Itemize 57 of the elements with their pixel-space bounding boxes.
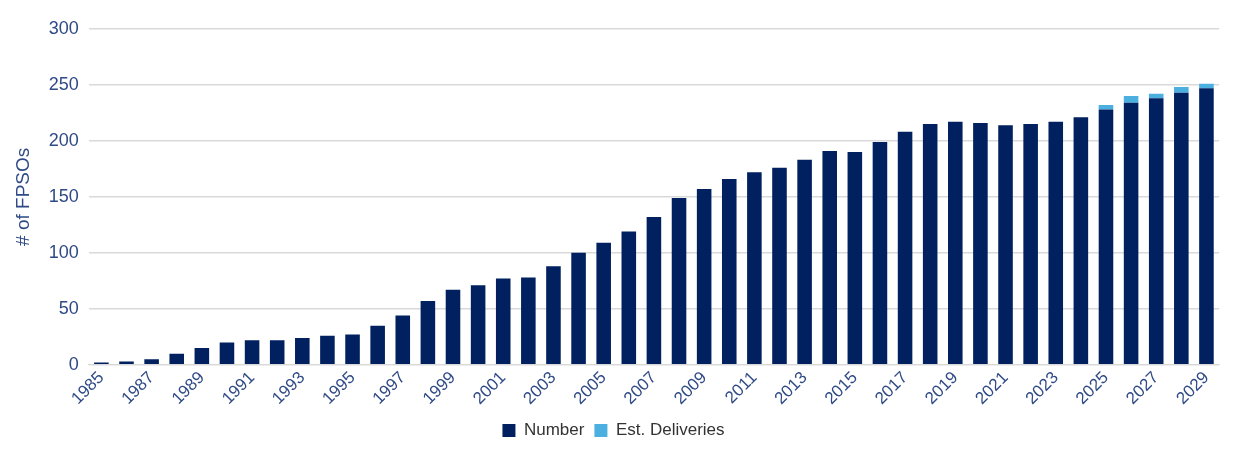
- bar: [445, 289, 461, 365]
- bar: [546, 266, 561, 365]
- bar: [521, 277, 536, 365]
- bar: [320, 335, 335, 365]
- y-axis-title: # of FPSOs: [11, 147, 33, 246]
- bar: [747, 172, 762, 365]
- bar: [822, 150, 837, 365]
- bar: [1199, 88, 1214, 365]
- bar: [1073, 117, 1089, 365]
- bar: [1174, 92, 1189, 365]
- bar: [169, 353, 185, 365]
- bar: [244, 340, 260, 365]
- bar: [295, 337, 310, 365]
- bar: [872, 141, 888, 365]
- bar: [144, 359, 159, 365]
- y-tick-label: 150: [48, 185, 79, 206]
- legend-label: Est. Deliveries: [615, 420, 725, 440]
- bar: [922, 124, 938, 365]
- y-tick-label: 200: [48, 129, 79, 150]
- bar: [1123, 96, 1139, 103]
- bar: [495, 278, 511, 365]
- bar: [1199, 83, 1214, 89]
- y-tick-label: 0: [68, 353, 79, 374]
- bar: [219, 342, 235, 365]
- bar: [269, 340, 285, 365]
- bar: [1123, 102, 1139, 365]
- bar: [772, 167, 787, 365]
- bar: [370, 325, 385, 365]
- y-tick-label: 50: [58, 297, 79, 318]
- legend-label: Number: [523, 420, 585, 440]
- bar: [194, 348, 210, 365]
- bar: [671, 197, 687, 365]
- bar: [1148, 98, 1164, 365]
- bar: [1023, 124, 1038, 365]
- bar: [973, 122, 988, 365]
- bar: [119, 361, 134, 365]
- bar: [596, 242, 611, 365]
- bar: [470, 285, 486, 365]
- bar: [571, 252, 586, 365]
- bar: [420, 300, 436, 365]
- bar: [948, 121, 963, 365]
- bar: [646, 216, 662, 365]
- bar: [797, 159, 812, 365]
- bar: [395, 315, 411, 365]
- bar: [847, 152, 863, 365]
- y-tick-label: 300: [48, 17, 79, 38]
- bar: [721, 178, 737, 365]
- bar: [1098, 109, 1114, 365]
- bar: [696, 188, 712, 365]
- bar: [998, 125, 1013, 365]
- y-tick-label: 250: [48, 73, 79, 94]
- bar: [621, 231, 637, 365]
- y-tick-label: 100: [48, 241, 79, 262]
- bar: [345, 334, 360, 365]
- bar: [897, 131, 913, 365]
- bar: [1174, 87, 1189, 93]
- bar: [1048, 121, 1064, 365]
